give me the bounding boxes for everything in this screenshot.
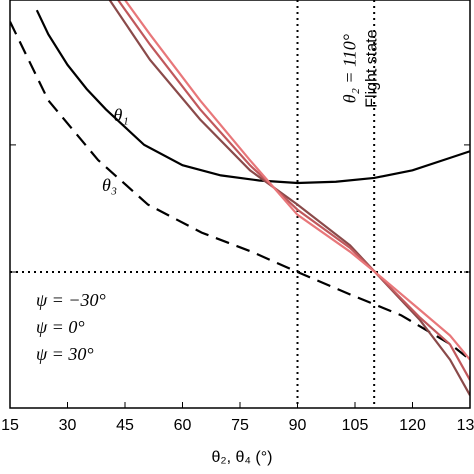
- legend-entry: ψ = 30°: [36, 344, 94, 364]
- x-axis-label: θ₂, θ₄ (°): [212, 449, 273, 466]
- line-series: [124, 0, 470, 361]
- annotation: θ₃: [102, 175, 117, 195]
- x-tick-label: 135: [457, 417, 474, 434]
- line-series: [35, 9, 470, 185]
- annotation: θ₁: [114, 105, 129, 125]
- x-tick-label: 30: [59, 417, 77, 434]
- x-tick-label: 45: [116, 417, 134, 434]
- x-tick-label: 75: [231, 417, 249, 434]
- annotation: θ₂ = 110°: [339, 34, 359, 103]
- legend-entry: ψ = 0°: [36, 317, 85, 337]
- line-series: [108, 0, 470, 396]
- x-tick-label: 60: [174, 417, 192, 434]
- x-tick-label: 105: [342, 417, 369, 434]
- plot-frame: [9, 0, 471, 409]
- x-tick-label: 15: [1, 417, 19, 434]
- line-series: [117, 0, 470, 381]
- legend-entry: ψ = −30°: [36, 290, 106, 310]
- x-tick-label: 90: [289, 417, 307, 434]
- annotation: Flight state: [363, 29, 380, 107]
- x-tick-label: 120: [399, 417, 426, 434]
- line-series: [10, 21, 470, 361]
